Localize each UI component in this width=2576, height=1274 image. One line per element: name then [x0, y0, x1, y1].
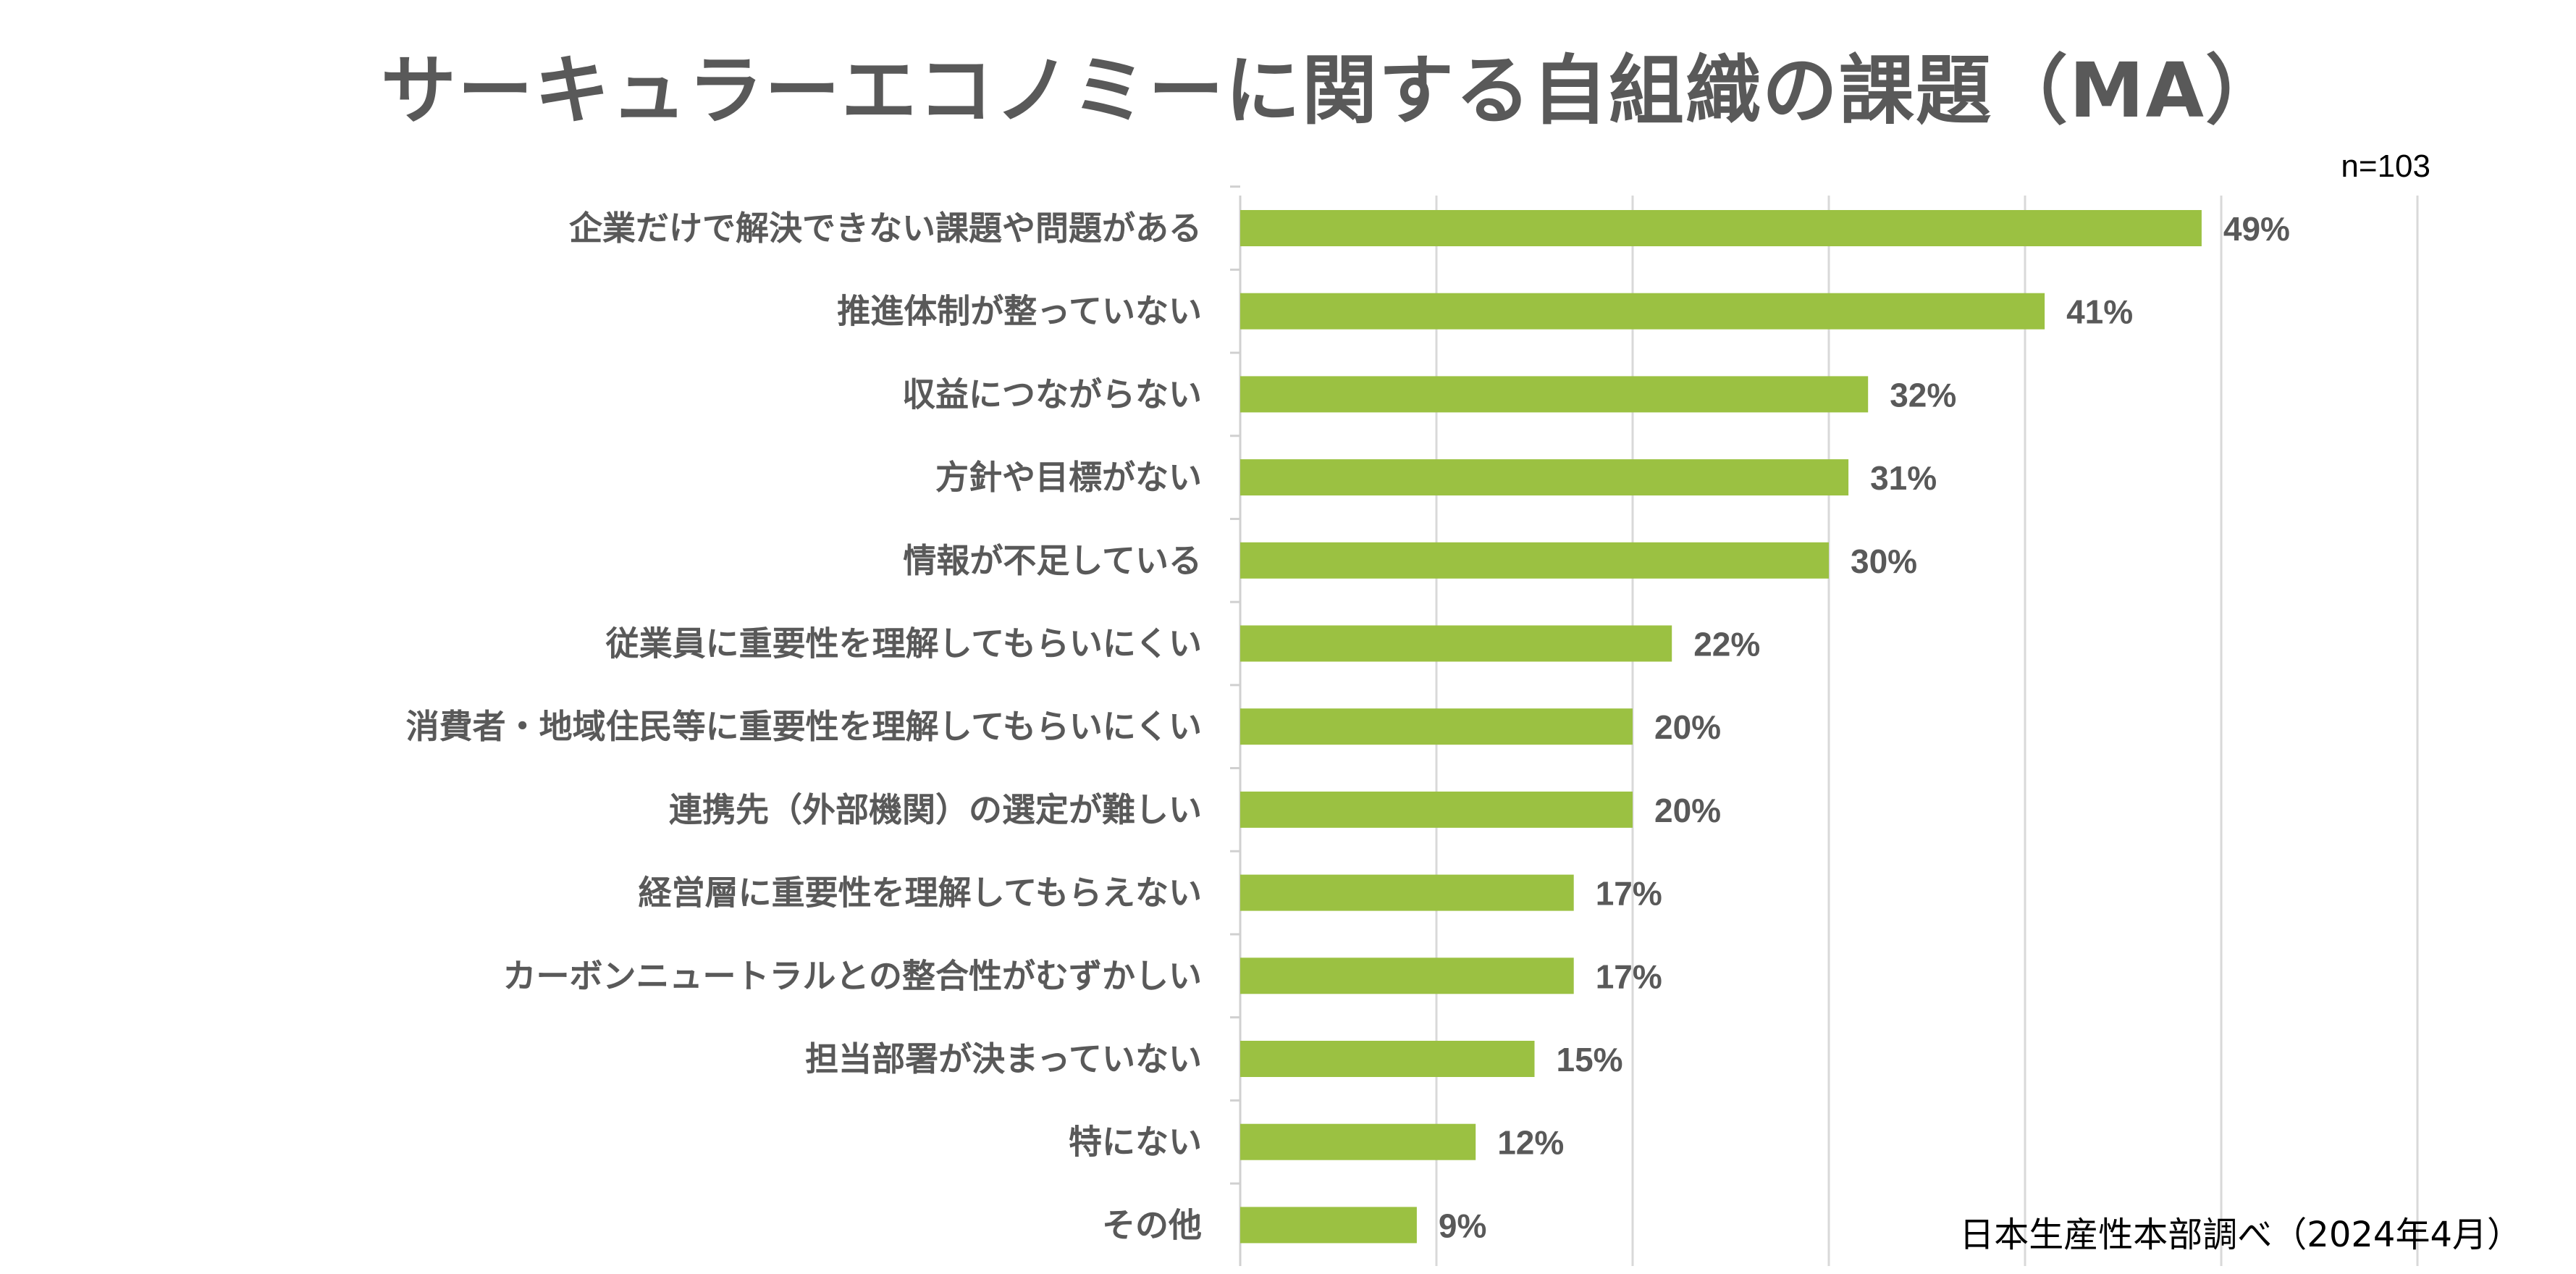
data-label: 31% [1870, 459, 1937, 497]
bar [1240, 459, 1849, 496]
bar [1240, 376, 1869, 413]
bar [1240, 625, 1672, 662]
data-label: 30% [1851, 542, 1917, 580]
category-label: 情報が不足している [903, 541, 1202, 580]
category-label: 収益につながらない [902, 374, 1202, 414]
bar [1240, 874, 1574, 911]
category-label: カーボンニュートラルとの整合性がむずかしい [502, 956, 1202, 995]
category-label: 特にない [1069, 1123, 1202, 1162]
bar [1240, 293, 2045, 330]
category-label: その他 [1102, 1205, 1202, 1244]
bar [1240, 708, 1633, 745]
category-label: 経営層に重要性を理解してもらえない [639, 873, 1202, 913]
bar [1240, 791, 1633, 828]
data-label: 20% [1654, 792, 1721, 829]
bar [1240, 542, 1829, 579]
data-label: 41% [2066, 293, 2133, 331]
category-label: 推進体制が整っていない [837, 292, 1202, 331]
data-label: 9% [1439, 1207, 1486, 1244]
data-label: 17% [1596, 957, 1662, 995]
data-label: 12% [1497, 1124, 1564, 1162]
category-label: 担当部署が決まっていない [805, 1039, 1202, 1078]
source-note: 日本生産性本部調べ（2024年4月） [1959, 1215, 2522, 1255]
category-label: 企業だけで解決できない課題や問題がある [569, 209, 1202, 248]
data-label: 49% [2223, 210, 2290, 248]
bar [1240, 1041, 1535, 1077]
data-label: 20% [1654, 708, 1721, 746]
category-label: 従業員に重要性を理解してもらいにくい [605, 624, 1202, 663]
bar [1240, 957, 1574, 994]
data-label: 22% [1693, 626, 1760, 663]
bar [1240, 210, 2202, 246]
data-label: 32% [1890, 376, 1956, 414]
bar [1240, 1123, 1476, 1160]
bar [1240, 1207, 1417, 1244]
category-label: 消費者・地域住民等に重要性を理解してもらいにくい [406, 707, 1202, 746]
category-label: 連携先（外部機関）の選定が難しい [669, 790, 1202, 829]
chart-title: サーキュラーエコノミーに関する自組織の課題（MA） [381, 46, 2282, 135]
data-label: 15% [1557, 1041, 1623, 1078]
data-label: 17% [1596, 875, 1662, 913]
sample-size: n=103 [2341, 148, 2430, 184]
category-label: 方針や目標がない [935, 458, 1202, 497]
